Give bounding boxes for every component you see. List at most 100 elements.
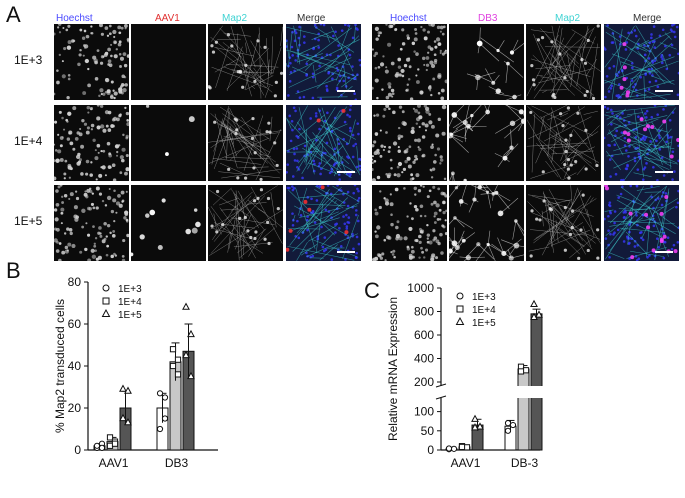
micrograph-db3-1e5-neuron — [526, 185, 601, 261]
data-point — [458, 443, 466, 451]
axis-break-mark — [435, 395, 447, 400]
micrograph-aav1-1e5-neuron — [208, 185, 283, 261]
scale-bar — [337, 90, 355, 92]
data-point — [471, 423, 479, 431]
data-point — [124, 418, 132, 426]
scale-bar — [337, 171, 355, 173]
y-tick-label: 200 — [414, 375, 434, 389]
legend-entry: 1E+3 — [118, 284, 142, 295]
micrograph-db3-1e5-merge — [604, 185, 679, 261]
category-label: DB-3 — [511, 456, 539, 470]
data-point — [476, 422, 484, 430]
data-point — [161, 394, 169, 401]
y-tick-label: 100 — [414, 405, 434, 419]
legend-marker — [101, 308, 111, 317]
header-db3: DB3 — [478, 13, 498, 24]
data-point — [169, 346, 177, 353]
data-point — [106, 442, 114, 449]
data-point — [93, 442, 101, 449]
micrograph-aav1-1e5-reporter — [131, 185, 206, 261]
header-hoechst-left: Hoechst — [56, 13, 93, 24]
header-aav1: AAV1 — [155, 13, 180, 24]
y-axis-label: % Map2 transduced cells — [53, 299, 67, 433]
micrograph-db3-1e4-merge — [604, 105, 679, 181]
micrograph-db3-1e3-nuclei — [372, 24, 447, 100]
category-label: AAV1 — [451, 456, 481, 470]
data-point — [161, 415, 169, 422]
bar-break-gap — [500, 386, 550, 398]
y-tick-label: 600 — [414, 328, 434, 342]
micrograph-db3-1e3-neuron — [526, 24, 601, 100]
scale-bar — [337, 251, 355, 253]
legend-marker — [455, 316, 465, 325]
chart-b-transduced-cells: 0 20 40 60 80% Map2 transduced cells AAV1 DB3 1… — [53, 275, 218, 470]
header-merge-right: Merge — [633, 13, 662, 24]
micrograph-db3-1e5-reporter — [449, 185, 524, 261]
scale-bar — [655, 171, 673, 173]
micrograph-aav1-1e4-nuclei — [54, 105, 129, 181]
micrograph-aav1-1e5-nuclei — [54, 185, 129, 261]
data-point — [450, 445, 458, 452]
data-point — [509, 421, 517, 429]
data-point — [119, 413, 127, 422]
y-tick-label: 80 — [68, 275, 82, 289]
data-point — [530, 299, 538, 308]
scale-bar — [655, 90, 673, 92]
data-point — [522, 367, 530, 374]
data-point — [98, 444, 106, 451]
data-point — [471, 414, 479, 422]
data-point — [445, 445, 453, 452]
axis-break-gap — [436, 386, 446, 398]
legend-entry: 1E+5 — [472, 318, 496, 329]
data-point — [124, 386, 132, 394]
micrograph-aav1-1e3-nuclei — [54, 24, 129, 100]
y-tick-label: 60 — [68, 317, 82, 331]
micrograph-db3-1e4-nuclei — [372, 105, 447, 181]
bar — [517, 368, 530, 451]
panel-c-label: C — [364, 278, 380, 303]
data-point — [504, 420, 512, 427]
micrograph-aav1-1e4-reporter — [131, 105, 206, 181]
y-tick-label: 50 — [421, 424, 435, 438]
data-point — [463, 444, 471, 451]
data-point — [535, 310, 543, 318]
micrograph-db3-1e5-nuclei — [372, 185, 447, 261]
header-map2-left: Map2 — [222, 13, 248, 24]
micrograph-aav1-1e3-merge — [286, 24, 361, 100]
data-point — [187, 329, 195, 338]
y-tick-label: 20 — [68, 401, 82, 415]
micrograph-db3-1e3-reporter — [449, 24, 524, 100]
data-point — [156, 425, 164, 433]
panel-a-label: A — [6, 2, 21, 27]
data-point — [156, 390, 164, 397]
category-label: AAV1 — [99, 456, 129, 470]
data-point — [174, 371, 182, 378]
micrograph-db3-1e4-neuron — [526, 105, 601, 181]
y-tick-label: 400 — [414, 352, 434, 366]
legend-marker — [102, 297, 110, 305]
y-axis-label: Relative mRNA Expression — [386, 297, 400, 441]
header-hoechst-right: Hoechst — [390, 13, 427, 24]
micrograph-aav1-1e4-neuron — [208, 105, 283, 181]
data-point — [504, 427, 512, 434]
header-merge-left: Merge — [297, 13, 326, 24]
micrograph-aav1-1e4-merge — [286, 105, 361, 181]
legend-entry: 1E+3 — [472, 292, 496, 303]
legend-entry: 1E+5 — [118, 310, 142, 321]
micrograph-aav1-1e3-reporter — [131, 24, 206, 100]
panel-b-label: B — [6, 258, 21, 283]
chart-c-mrna-expression: 0 50 100 200 400 600 800 1000 Relative mRNA Expr… — [386, 281, 550, 470]
legend-entry: 1E+4 — [472, 305, 496, 316]
legend-marker — [456, 305, 464, 313]
data-point — [530, 312, 538, 320]
y-tick-label: 1000 — [407, 281, 434, 295]
category-label: DB3 — [165, 456, 189, 470]
header-map2-right: Map2 — [555, 13, 581, 24]
y-tick-label: 0 — [74, 443, 81, 457]
data-point — [517, 368, 525, 375]
data-point — [111, 440, 119, 447]
row-label-1e4: 1E+4 — [14, 134, 43, 148]
data-point — [182, 302, 190, 310]
scale-bar — [655, 251, 673, 253]
data-point — [119, 384, 127, 392]
